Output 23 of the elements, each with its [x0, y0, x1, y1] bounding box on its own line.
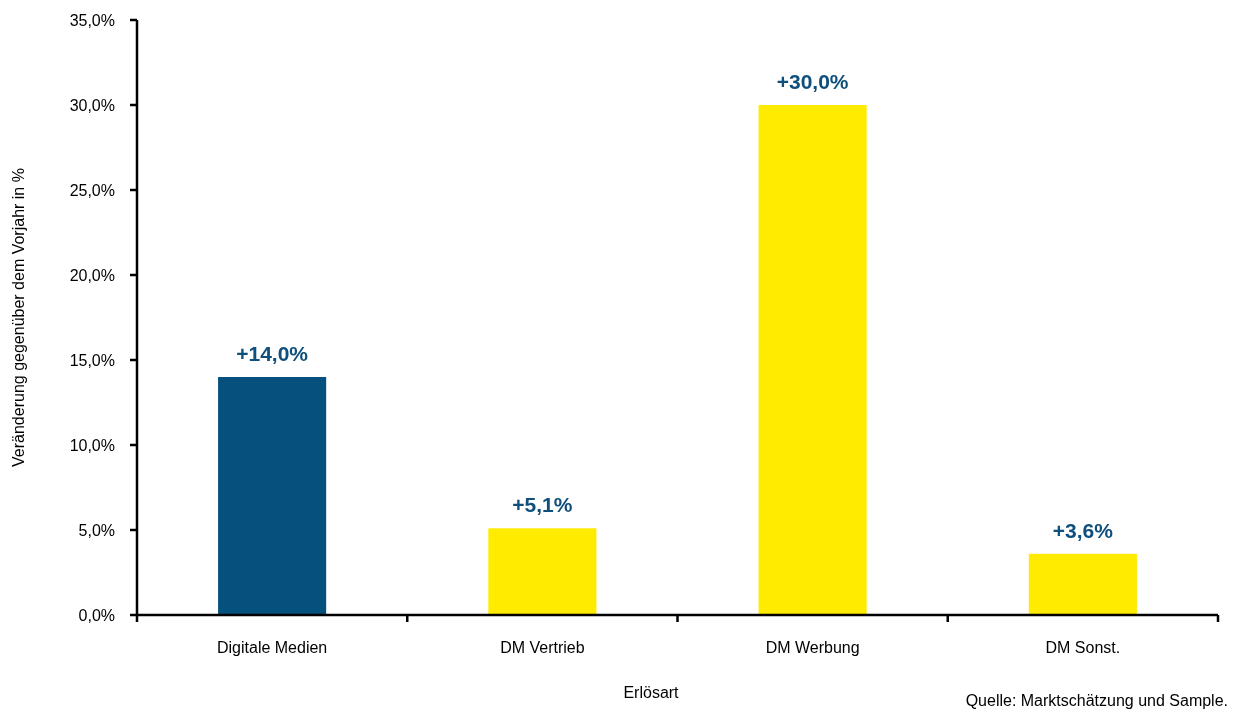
x-tick-label: Digitale Medien	[216, 639, 328, 656]
data-label: +3,6%	[1052, 518, 1114, 542]
data-label: +14,0%	[236, 342, 309, 365]
y-tick-label: 0,0%	[78, 606, 115, 624]
y-tick-label: 35,0%	[69, 11, 115, 29]
data-label: +30,0%	[776, 70, 849, 93]
y-tick-label: 30,0%	[69, 96, 115, 114]
y-tick-label: 25,0%	[69, 181, 115, 199]
x-tick-label: DM Vertrieb	[500, 639, 585, 656]
bar	[758, 105, 867, 615]
data-label: +5,1%	[512, 493, 573, 517]
y-tick-label: 20,0%	[69, 266, 115, 284]
x-tick-label: DM Sonst.	[1045, 639, 1121, 656]
source-note: Quelle: Marktschätzung und Sample.	[965, 692, 1228, 709]
bar	[1028, 553, 1137, 615]
bar	[488, 528, 597, 615]
y-tick-label: 5,0%	[78, 521, 115, 539]
y-tick-label: 15,0%	[69, 351, 115, 369]
x-tick-label: DM Werbung	[765, 639, 860, 656]
y-tick-label: 10,0%	[69, 436, 115, 454]
y-axis-title: Veränderung gegenüber dem Vorjahr in %	[10, 168, 27, 467]
x-axis-title: Erlösart	[623, 684, 680, 701]
bar	[218, 377, 327, 615]
